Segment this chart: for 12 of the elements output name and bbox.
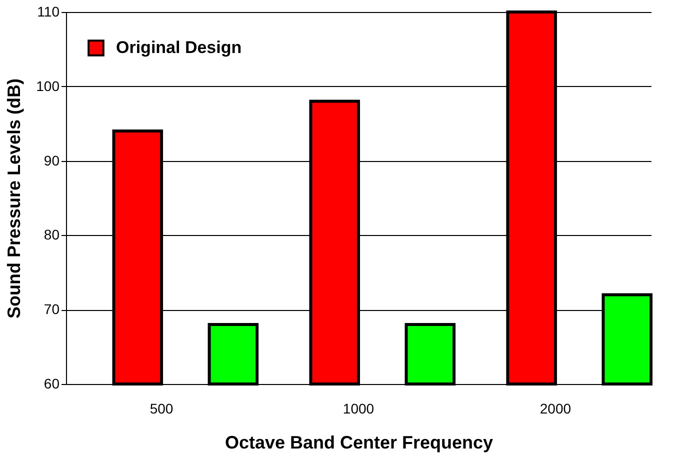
y-tick-label: 60 — [44, 376, 60, 392]
x-tick-label: 2000 — [540, 400, 572, 416]
y-tick-label: 110 — [37, 4, 60, 20]
y-tick-label: 80 — [44, 226, 60, 243]
x-tick-label: 500 — [150, 400, 174, 416]
y-tick-label: 90 — [44, 152, 60, 168]
x-axis-title: Octave Band Center Frequency — [224, 432, 494, 452]
y-axis-title: Sound Pressure Levels (dB) — [4, 78, 24, 319]
y-tick-label: 70 — [44, 301, 60, 318]
legend-label: Original Design — [116, 38, 242, 57]
y-tick-label: 100 — [36, 78, 60, 94]
x-tick-label: 1000 — [342, 400, 374, 416]
